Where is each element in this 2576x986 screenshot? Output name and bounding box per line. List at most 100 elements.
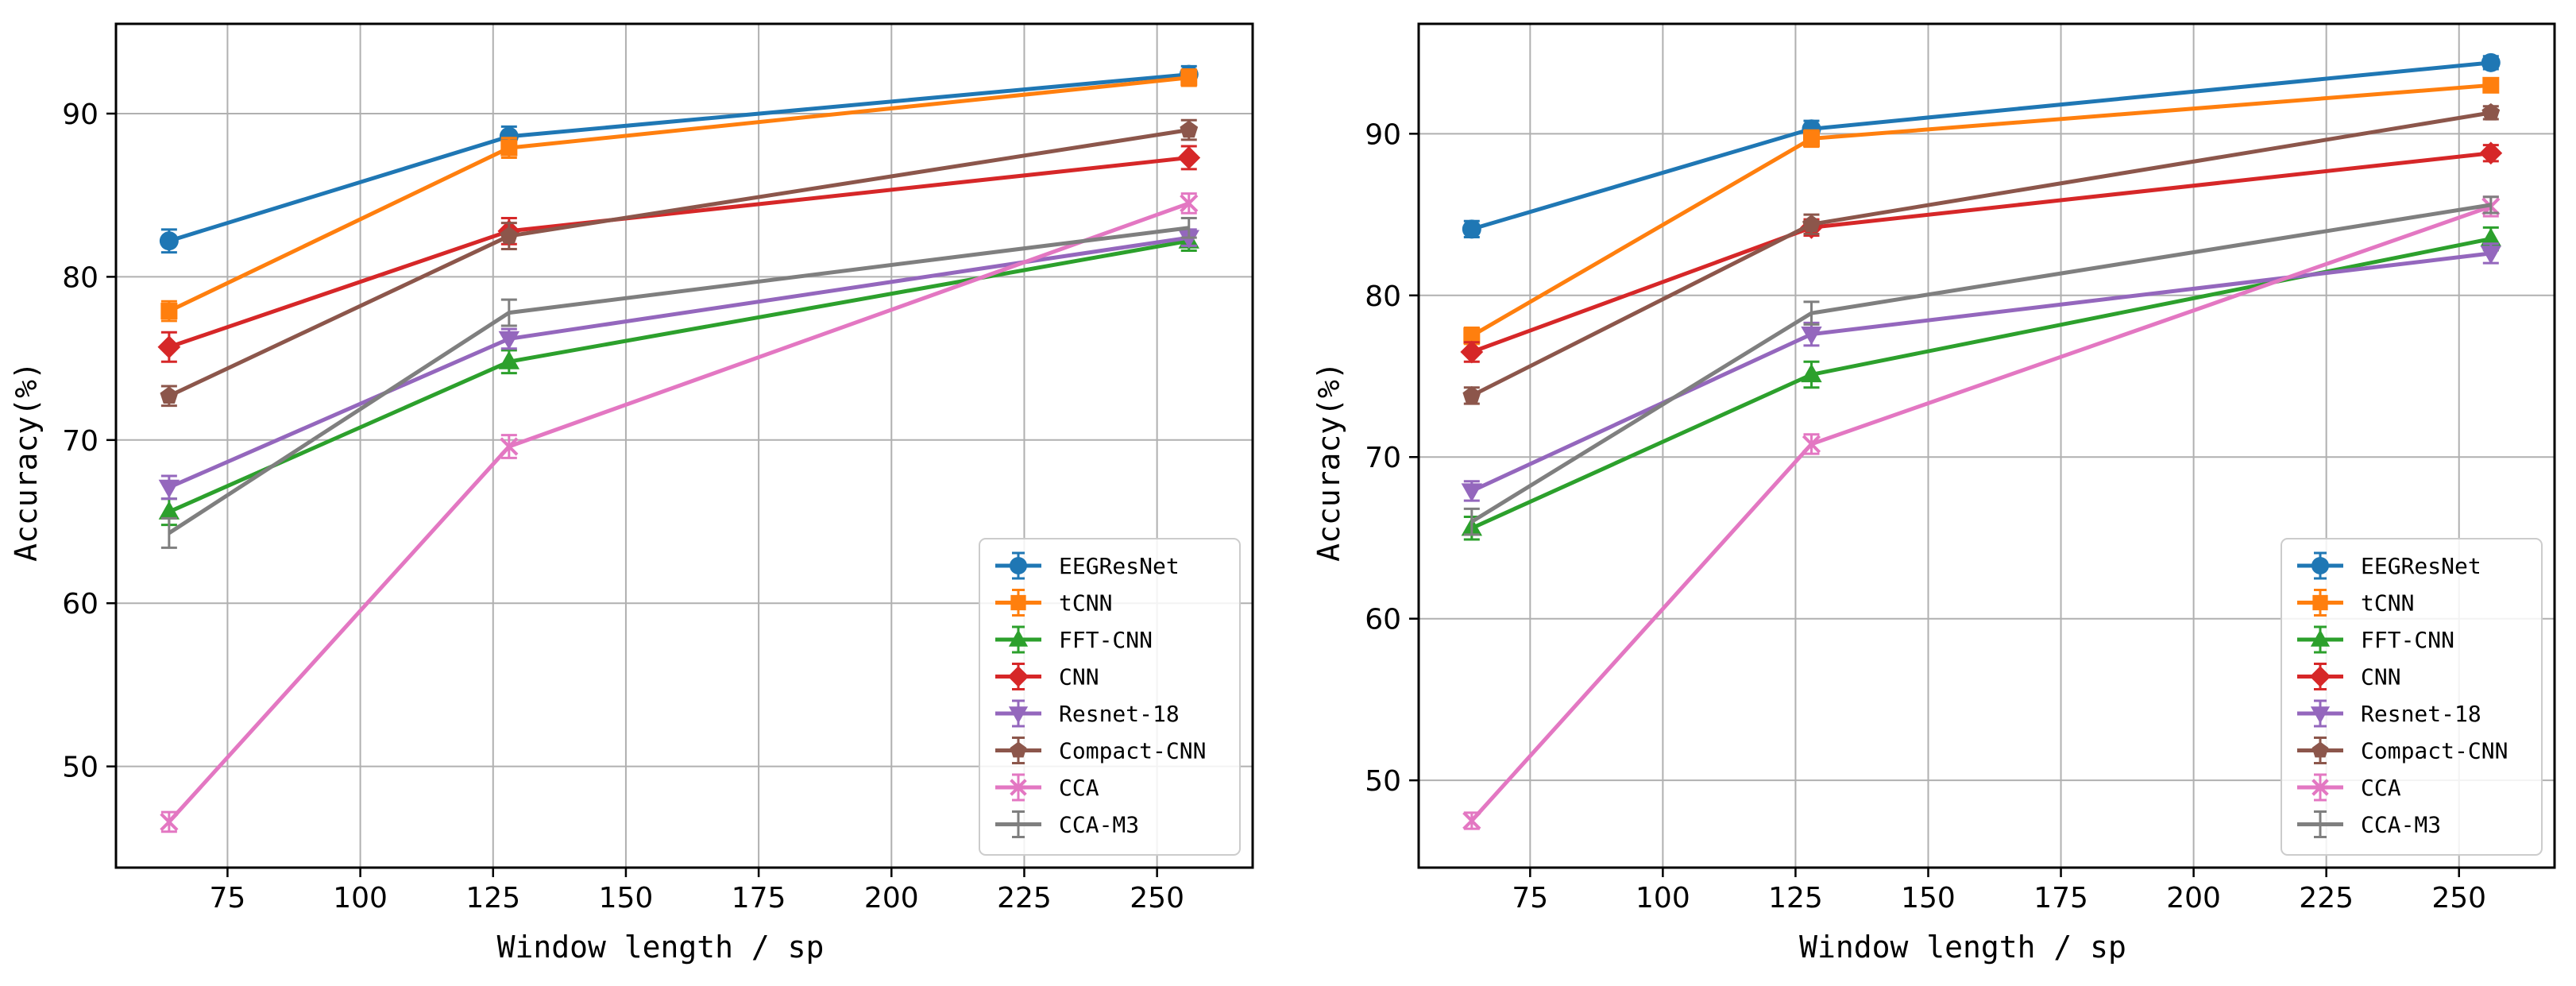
data-point [2482,76,2500,94]
y-tick-label: 50 [62,752,98,784]
y-axis-title: Accuracy(%) [1311,362,1346,562]
legend-item: tCNN [2297,589,2414,617]
legend-marker [1008,629,1029,647]
series-tcnn [160,68,1198,323]
legend-item: FFT-CNN [995,625,1153,654]
legend-label: CNN [2361,664,2401,690]
legend-item: EEGResNet [2297,551,2481,580]
x-axis-title: Window length / sp [1799,930,2126,965]
x-tick-label: 175 [2033,882,2088,914]
data-point [1177,146,1201,169]
series-line [168,226,1190,535]
data-point [160,386,179,404]
legend-marker [2311,557,2329,574]
legend-item: FFT-CNN [2297,625,2454,654]
series-fft-cnn [158,230,1199,527]
legend-marker [2310,629,2331,647]
x-axis-title: Window length / sp [497,930,825,965]
y-tick-label: 50 [1365,765,1401,798]
data-point [1460,340,1484,364]
legend-label: tCNN [1059,590,1112,617]
x-tick-label: 200 [864,882,919,914]
plot-frame [1417,22,2556,869]
legend-marker [1007,666,1029,687]
data-point [2480,246,2502,265]
data-point [160,303,178,320]
data-point [498,350,520,369]
x-tick-label: 75 [1512,882,1548,914]
legend: EEGResNet tCNN FFT-CNN CNN Resnet-18 Compact-… [979,538,1241,856]
plot-frame [114,22,1254,869]
x-tick-label: 225 [997,882,1052,914]
series-line [1470,203,2492,524]
legend-box [2281,538,2543,856]
x-tick-label: 100 [333,882,388,914]
legend-box [979,538,1241,856]
legend-label: CCA-M3 [1059,812,1139,838]
legend-item: CCA-M3 [995,810,1139,838]
data-point [1180,194,1199,213]
series-cca [160,192,1199,833]
legend-marker [1010,741,1027,758]
x-tick-label: 225 [2299,882,2354,914]
data-point [500,139,518,157]
x-tick-label: 250 [2431,882,2486,914]
data-point [1801,327,1822,346]
legend-item: Resnet-18 [995,699,1180,728]
x-tick-label: 150 [1901,882,1956,914]
data-point [500,437,519,456]
x-tick-label: 250 [1130,882,1184,914]
legend-label: CCA [1059,775,1099,801]
legend-label: CCA [2361,775,2401,801]
y-axis-title: Accuracy(%) [9,362,44,562]
series-line [168,72,1189,243]
legend-marker [2310,706,2331,724]
data-point [159,231,179,251]
series-line [1471,60,2492,231]
series-cca-m3 [1463,195,2499,536]
series-line [168,155,1190,350]
legend-label: Compact-CNN [1059,738,1206,764]
legend-item: Resnet-18 [2297,699,2481,728]
data-point [1462,385,1481,404]
legend-marker [1010,594,1026,611]
series-compact-cnn [160,118,1199,408]
legend-item: CCA-M3 [2297,810,2441,838]
y-tick-label: 80 [1365,280,1401,313]
legend-item: Compact-CNN [2297,737,2508,764]
legend: EEGResNet tCNN FFT-CNN CNN Resnet-18 Compact-… [2281,538,2543,856]
legend-marker [1010,557,1027,574]
legend-label: EEGResNet [1059,553,1180,579]
legend-item: CNN [2297,663,2401,690]
x-tick-label: 200 [2166,882,2221,914]
data-point [2481,52,2501,72]
data-point [1462,811,1481,830]
chart-left: 75 100 125 150 175 200 225 250 50 60 70 80 90 Window … [9,22,1254,965]
data-point [160,812,179,832]
legend-item: EEGResNet [995,551,1180,580]
legend-item: Compact-CNN [995,737,1206,764]
legend-label: Compact-CNN [2361,738,2508,764]
y-tick-label: 60 [62,588,98,621]
legend-marker [1010,779,1027,796]
data-point [2480,227,2502,247]
x-tick-label: 150 [599,882,654,914]
data-point [158,501,180,520]
legend-label: CNN [1059,664,1099,690]
legend-marker [2311,741,2329,758]
series-resnet-18 [1461,242,2502,502]
x-tick-label: 175 [732,882,786,914]
legend-marker [2311,779,2329,796]
y-tick-label: 60 [1365,604,1401,636]
series-resnet-18 [158,228,1199,501]
legend-item: CNN [995,663,1099,690]
data-point [1461,483,1483,502]
legend-label: tCNN [2361,590,2414,617]
data-point [1802,130,1820,147]
data-point [1178,230,1199,249]
series-eegresnet [1462,52,2501,239]
data-point [1462,219,1481,239]
data-point [1180,69,1198,87]
